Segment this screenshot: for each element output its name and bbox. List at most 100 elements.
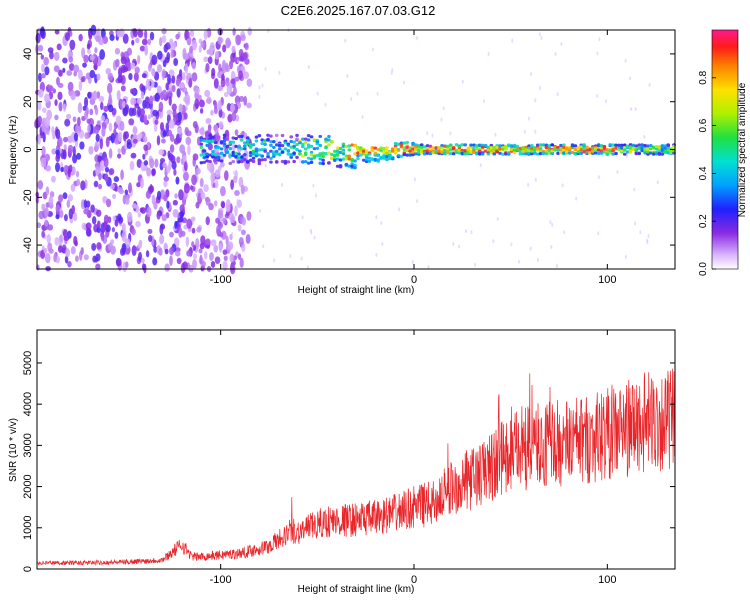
spectrogram-cell (457, 144, 462, 148)
spectrogram-cell (449, 131, 452, 136)
spectrogram-cell (79, 141, 85, 150)
spectrogram-cell (208, 133, 212, 138)
spectrogram-cell (70, 183, 76, 192)
spectrogram-cell (169, 246, 174, 256)
spectrogram-cell (166, 109, 173, 116)
spectrogram-cell (105, 67, 112, 75)
spectrogram-cell (233, 175, 238, 184)
spectrogram-cell (208, 203, 214, 211)
spectrogram-cell (44, 116, 51, 128)
spectrogram-cell (292, 159, 296, 164)
spectrogram-cell (44, 93, 51, 103)
spectrogram-cell (152, 257, 158, 266)
spectrogram-cell (620, 146, 624, 150)
spectrogram-cell (116, 89, 121, 101)
spectrogram-cell (303, 147, 308, 151)
spectrogram-cell (213, 200, 218, 207)
spectrogram-cell (303, 159, 308, 164)
spectrogram-cell (171, 75, 176, 84)
spectrogram-cell (104, 166, 110, 173)
spectrogram-cell (579, 145, 584, 150)
spectrogram-cell (184, 126, 189, 136)
spectrogram-cell (262, 244, 265, 249)
spectrogram-cell (399, 154, 404, 158)
spectrogram-cell (332, 149, 337, 153)
spectrogram-cell (98, 39, 104, 46)
spectrogram-cell (67, 81, 74, 92)
spectrogram-cell (327, 138, 331, 142)
spectrogram-cell (133, 72, 139, 82)
spectrogram-cell (96, 227, 102, 233)
spectrogram-cell (573, 144, 578, 148)
spectrogram-cell (379, 156, 383, 160)
spectrogram-cell (147, 114, 151, 120)
spectrogram-cell (42, 107, 47, 113)
spectrogram-cell (544, 152, 549, 156)
spectrogram-cell (405, 153, 410, 157)
spectrogram-cell (246, 102, 252, 109)
spectrogram-cell (121, 222, 126, 233)
spectrogram-cell (622, 143, 627, 147)
spectrogram-cell (200, 235, 206, 245)
spectrogram-cell (501, 145, 505, 149)
spectrogram-cell (298, 141, 302, 145)
spectrogram-cell (551, 222, 554, 227)
spectrogram-cell (419, 146, 424, 150)
spectrogram-cell (222, 217, 227, 225)
spectrogram-cell (189, 45, 193, 54)
spectrogram-cell (534, 129, 537, 134)
spectrogram-cell (121, 100, 126, 108)
spectrogram-cell (295, 155, 299, 159)
spectrogram-cell (199, 136, 204, 140)
spectrogram-cell (194, 98, 200, 109)
spectrogram-cell (131, 39, 135, 46)
spectrogram-cell (73, 235, 78, 246)
spectrogram-cell (306, 265, 309, 270)
spectrogram-cell (99, 138, 103, 150)
spectrogram-cell (76, 152, 82, 160)
spectrogram-cell (472, 143, 476, 147)
spectrogram-cell (666, 143, 671, 148)
spectrogram-cell (159, 157, 166, 164)
spectrogram-cell (341, 152, 346, 156)
spectrogram-cell (411, 260, 414, 265)
spectrogram-cell (547, 148, 552, 152)
spectrogram-cell (198, 127, 205, 135)
spectrogram-cell (144, 96, 150, 104)
spectrogram-cell (107, 72, 114, 81)
spectrogram-cell (109, 34, 115, 41)
bottom-x-ticks: -100 0 100 (210, 330, 617, 586)
spectrogram-cell (475, 151, 479, 155)
spectrogram-cell (477, 143, 482, 147)
spectrogram-cell (41, 63, 45, 73)
spectrogram-cell (211, 135, 215, 139)
spectrogram-cell (260, 138, 265, 142)
spectrogram-cell (164, 56, 170, 64)
spectrogram-cell (182, 261, 188, 270)
spectrogram-cell (44, 219, 49, 227)
spectrogram-cell (461, 79, 464, 84)
spectrogram-cell (283, 147, 288, 151)
spectrogram-cell (131, 107, 137, 116)
spectrogram-cell (199, 138, 204, 142)
spectrogram-cell (221, 73, 225, 81)
spectrogram-cell (243, 153, 247, 157)
spectrogram-cell (168, 119, 175, 129)
spectrogram-cell (643, 148, 647, 152)
spectrogram-cell (211, 173, 216, 179)
spectrogram-cell (469, 143, 473, 147)
spectrogram-cell (628, 145, 633, 149)
spectrogram-cell (465, 229, 468, 234)
spectrogram-cell (509, 144, 514, 148)
spectrogram-cell (332, 153, 337, 157)
spectrogram-cell (517, 259, 520, 264)
spectrogram-cell (315, 154, 320, 158)
spectrogram-cell (64, 255, 69, 264)
spectrogram-cell (100, 28, 106, 39)
spectrogram-cell (209, 42, 215, 52)
spectrogram-cell (251, 159, 256, 164)
spectrogram-cell (57, 245, 63, 253)
spectrogram-cell (191, 72, 198, 82)
spectrogram-cell (216, 156, 221, 160)
spectrogram-cell (60, 166, 65, 173)
